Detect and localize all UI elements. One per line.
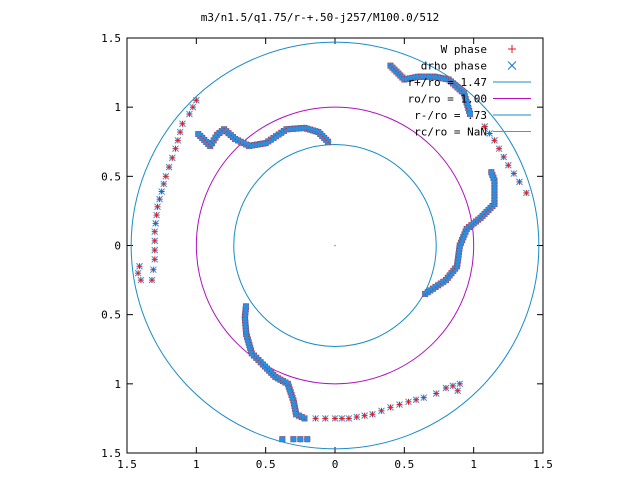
legend-label: r+/ro = 1.47 — [408, 76, 487, 89]
reference-circle — [195, 106, 475, 385]
axis-ticks: 1.5 1 0.5 0 0.5 1 1.51.510.500.511.5 — [101, 32, 553, 471]
legend-label: r-/ro = .73 — [414, 109, 487, 122]
x-tick-label: 1.5 — [117, 458, 137, 471]
legend-label: drho phase — [421, 60, 487, 73]
y-tick-label: 1.5 — [101, 447, 121, 460]
legend-marker-x — [507, 61, 517, 70]
x-tick-label: 1 — [193, 458, 200, 471]
x-tick-label: 1.5 — [533, 458, 553, 471]
x-tick-label: 0 — [332, 458, 339, 471]
drho-point — [488, 168, 495, 176]
drho-point — [290, 435, 297, 443]
y-tick-label: 1 — [114, 378, 121, 391]
y-tick-label: 1.5 — [101, 32, 121, 45]
phase-points — [134, 62, 530, 443]
x-tick-label: 0.5 — [394, 458, 414, 471]
reference-circles — [130, 41, 540, 450]
y-tick-label: 0.5 — [101, 309, 121, 322]
y-tick-label: 1 — [114, 101, 121, 114]
drho-point — [195, 130, 202, 138]
reference-circle — [233, 144, 437, 347]
legend-label: ro/ro = 1.00 — [408, 93, 487, 106]
center-dot — [334, 244, 336, 247]
reference-circle — [130, 41, 540, 450]
x-tick-label: 1 — [470, 458, 477, 471]
x-tick-label: 0.5 — [256, 458, 276, 471]
chart-title: m3/n1.5/q1.75/r-+.50-j257/M100.0/512 — [201, 11, 439, 24]
legend-label: rc/ro = NaN — [414, 126, 487, 139]
drho-point — [297, 435, 304, 443]
drho-point — [279, 435, 286, 443]
y-tick-label: 0.5 — [101, 170, 121, 183]
legend: W phase drho phase r+/ro = 1.47 ro/ro = 1.0… — [408, 43, 531, 139]
drho-point — [242, 303, 250, 310]
drho-point — [304, 435, 311, 443]
drho-point — [466, 110, 474, 118]
legend-label: W phase — [441, 43, 487, 56]
y-tick-label: 0 — [114, 240, 121, 253]
